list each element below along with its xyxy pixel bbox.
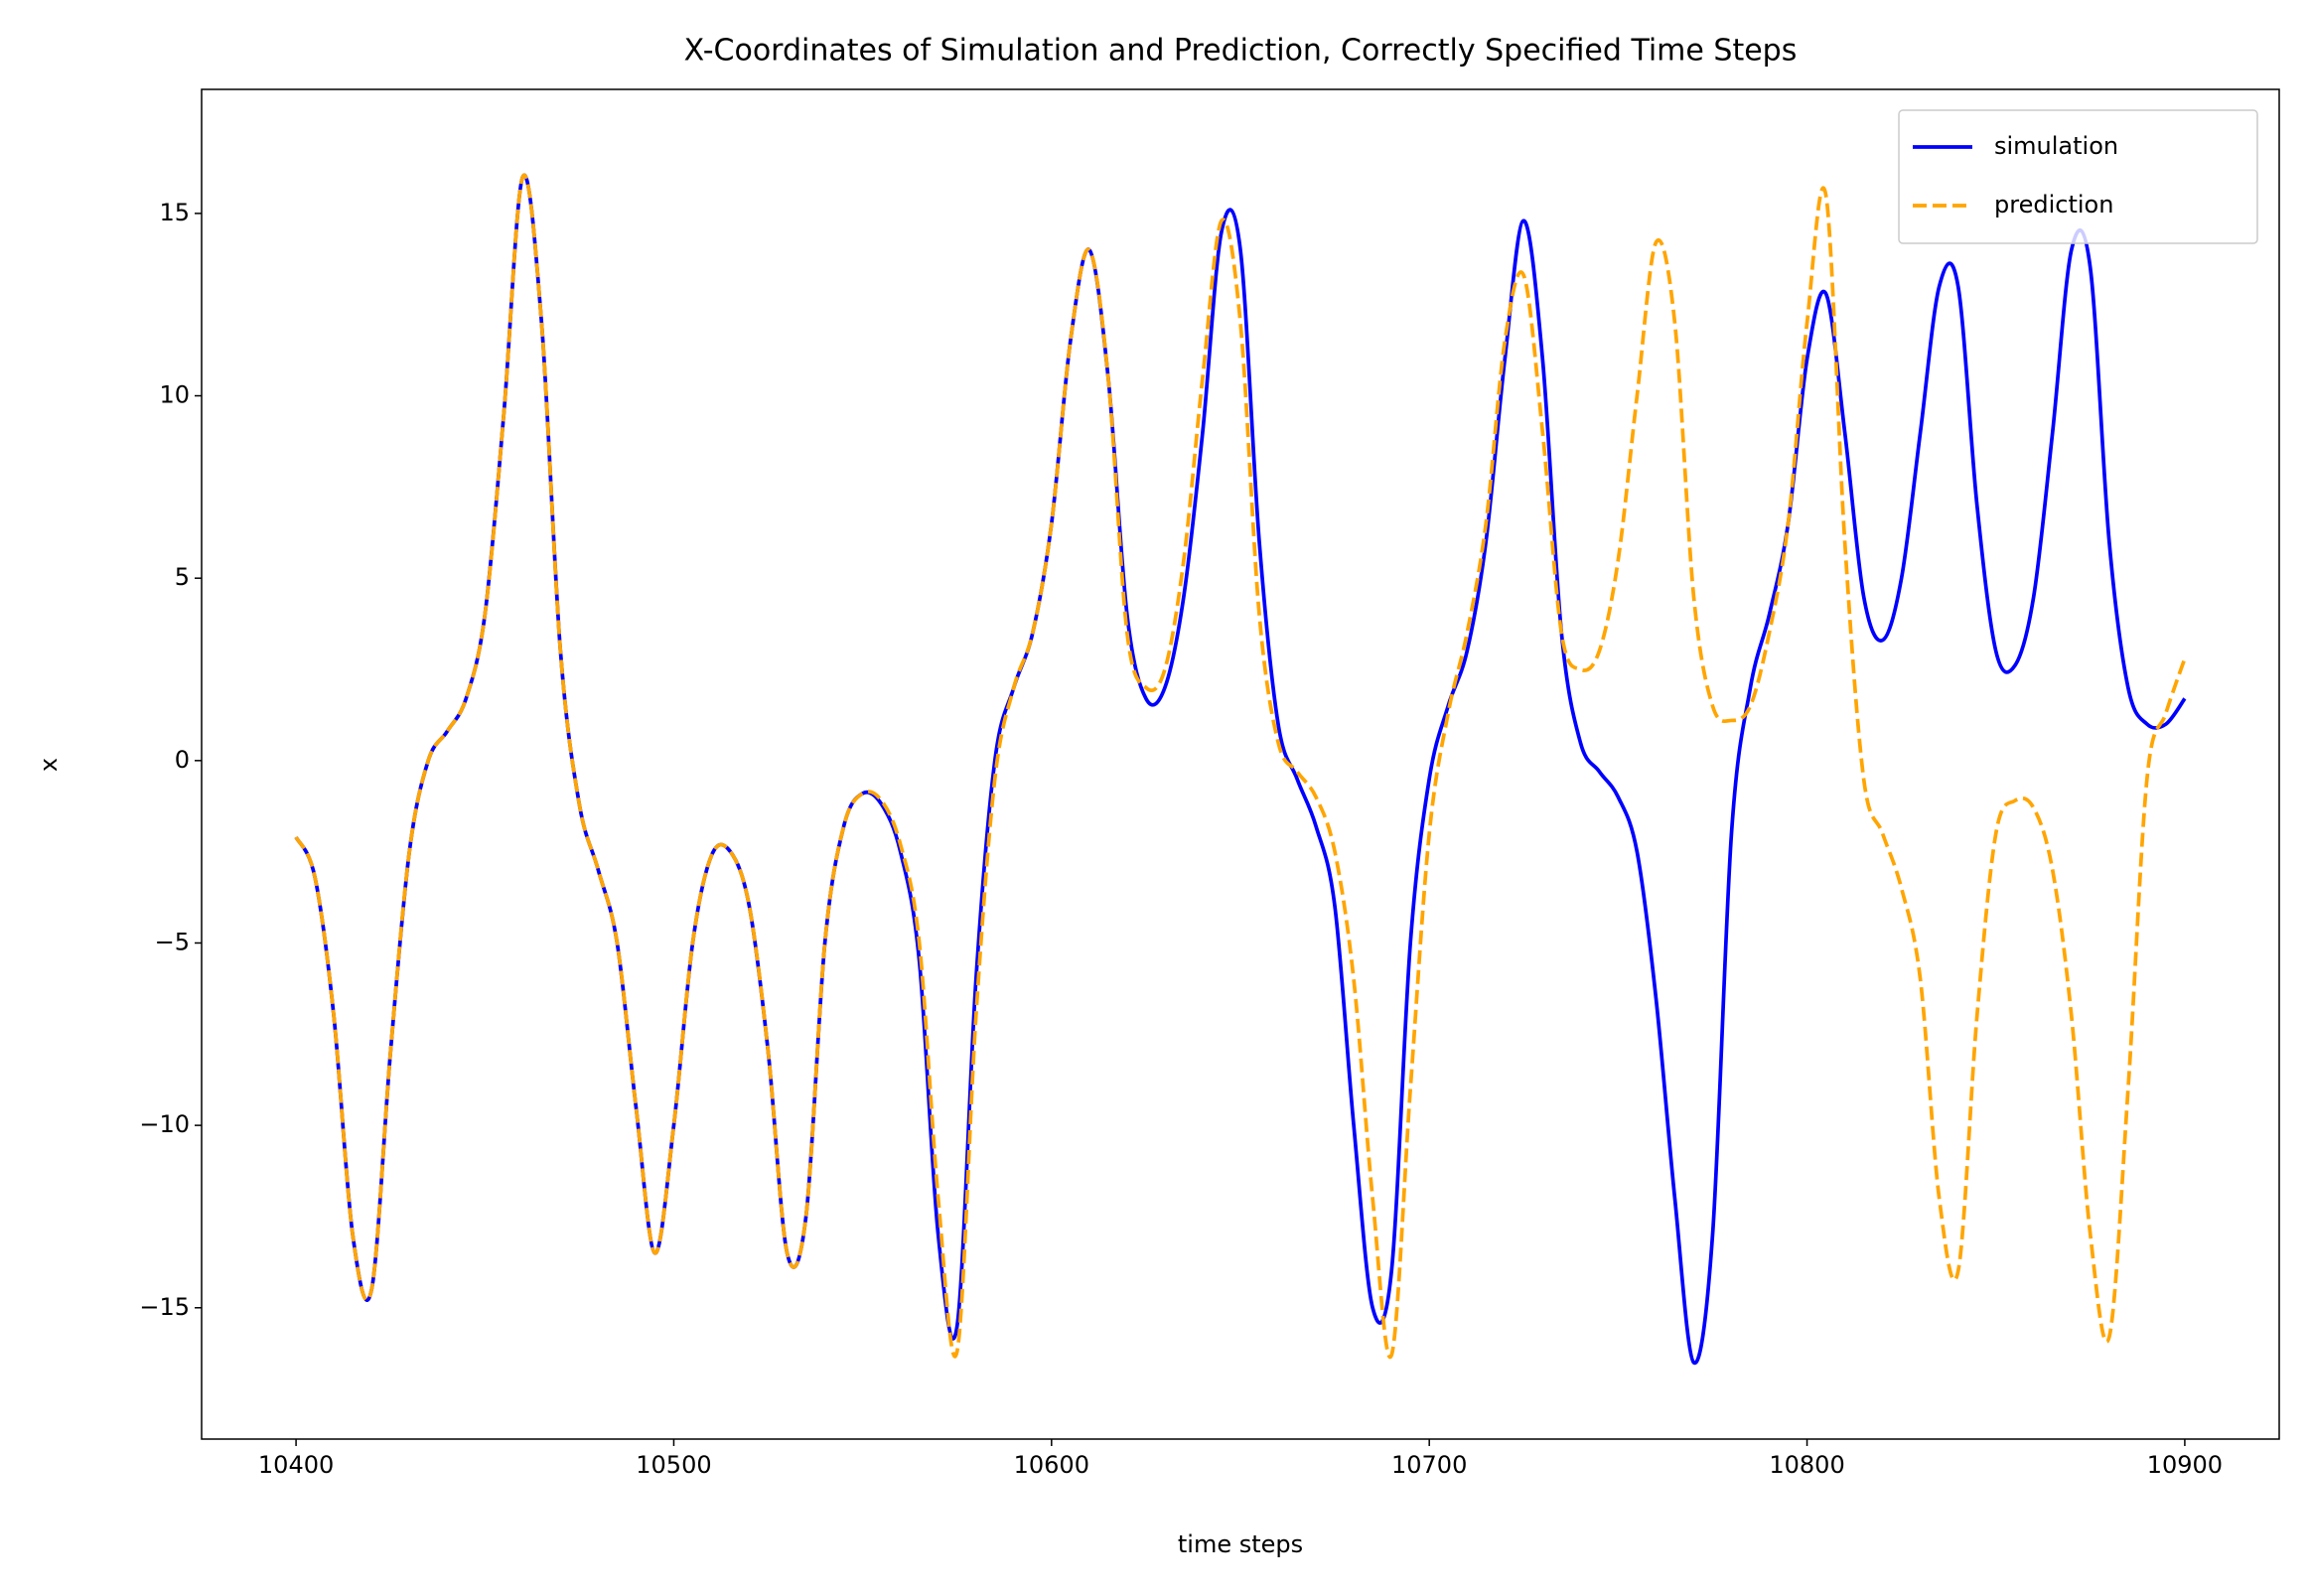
series-line [294,173,2187,1360]
x-tick-label: 10900 [2147,1451,2223,1479]
plot-frame [201,88,2280,1440]
x-tick-label: 10600 [1014,1451,1089,1479]
legend-box [1898,109,2258,244]
x-tick-label: 10700 [1391,1451,1467,1479]
y-tick-label: −10 [139,1110,190,1138]
y-tick-label: −5 [155,928,190,955]
y-tick-label: 15 [159,199,190,226]
y-axis-label: x [35,758,63,772]
y-tick-label: −15 [139,1293,190,1321]
y-tick-label: 10 [159,381,190,409]
series-line [294,173,2187,1366]
legend-label: simulation [1994,132,2118,160]
chart-title: X-Coordinates of Simulation and Predicti… [684,34,1798,69]
x-tick-label: 10400 [258,1451,334,1479]
x-tick-label: 10800 [1769,1451,1844,1479]
y-tick-label: 5 [175,563,190,591]
legend-label: prediction [1994,191,2113,218]
x-tick-label: 10500 [636,1451,711,1479]
y-tick-label: 0 [175,746,190,774]
x-axis-label: time steps [1178,1530,1303,1558]
